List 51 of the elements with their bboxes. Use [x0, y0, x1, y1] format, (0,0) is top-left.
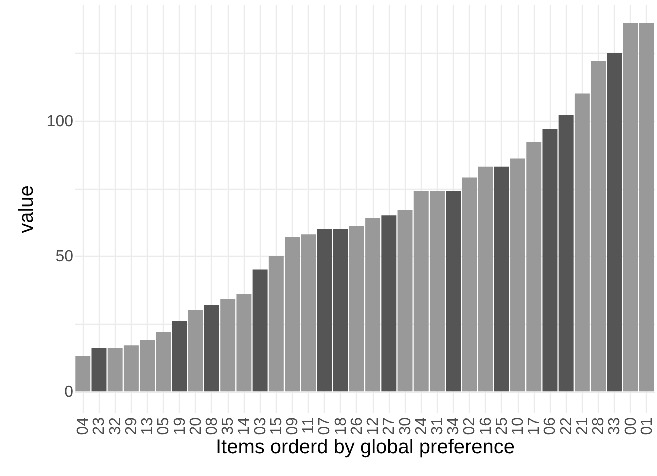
x-tick-label: 31 [429, 417, 446, 436]
x-tick-label: 29 [123, 417, 140, 436]
bar [252, 270, 268, 392]
y-tick-label: 100 [46, 113, 74, 130]
x-tick-label: 03 [252, 417, 270, 436]
x-tick-label: 05 [156, 417, 173, 436]
bar [92, 348, 107, 392]
x-tick-label: 12 [365, 417, 382, 436]
x-tick-label: 20 [188, 417, 205, 436]
x-tick-label: 01 [638, 417, 656, 436]
x-tick-label: 27 [381, 417, 398, 436]
bar [446, 191, 462, 392]
x-tick-label: 21 [574, 417, 592, 436]
x-tick-label: 00 [622, 417, 640, 436]
x-tick-label: 11 [300, 417, 318, 434]
bar [172, 321, 188, 392]
x-tick-label: 16 [478, 417, 495, 436]
x-tick-label: 04 [75, 417, 92, 436]
x-tick-label: 25 [494, 417, 511, 436]
x-tick-label: 22 [558, 417, 576, 436]
bar [204, 304, 220, 392]
x-tick-label: 19 [172, 417, 189, 436]
bar [188, 310, 204, 392]
bar [494, 166, 510, 392]
x-tick-label: 35 [220, 417, 238, 436]
y-tick-label: 50 [56, 248, 74, 266]
bar [607, 53, 622, 392]
x-tick-label: 18 [332, 417, 350, 436]
x-tick-label: 28 [590, 417, 608, 436]
x-axis-title: Items orderd by global preference [216, 436, 516, 458]
x-tick-label: 26 [348, 417, 366, 436]
y-tick-label: 0 [64, 384, 74, 402]
x-tick-label: 13 [140, 417, 157, 436]
bar [382, 216, 397, 392]
x-tick-label: 07 [316, 417, 334, 436]
x-tick-label: 10 [510, 417, 528, 436]
x-tick-label: 30 [397, 417, 414, 436]
x-tick-label: 34 [446, 417, 463, 436]
x-tick-label: 23 [91, 417, 108, 436]
bar [76, 356, 91, 392]
y-axis-title: value [16, 186, 38, 234]
x-tick-label: 32 [107, 417, 124, 436]
x-tick-label: 24 [413, 417, 430, 436]
x-tick-label: 14 [236, 417, 254, 436]
x-tick-label: 08 [204, 417, 221, 436]
x-tick-label: 17 [526, 417, 544, 436]
x-tick-label: 02 [462, 417, 479, 436]
x-tick-label: 09 [284, 417, 302, 436]
x-tick-label: 06 [542, 417, 560, 436]
x-tick-label: 33 [606, 417, 624, 436]
x-tick-label: 15 [268, 417, 286, 436]
